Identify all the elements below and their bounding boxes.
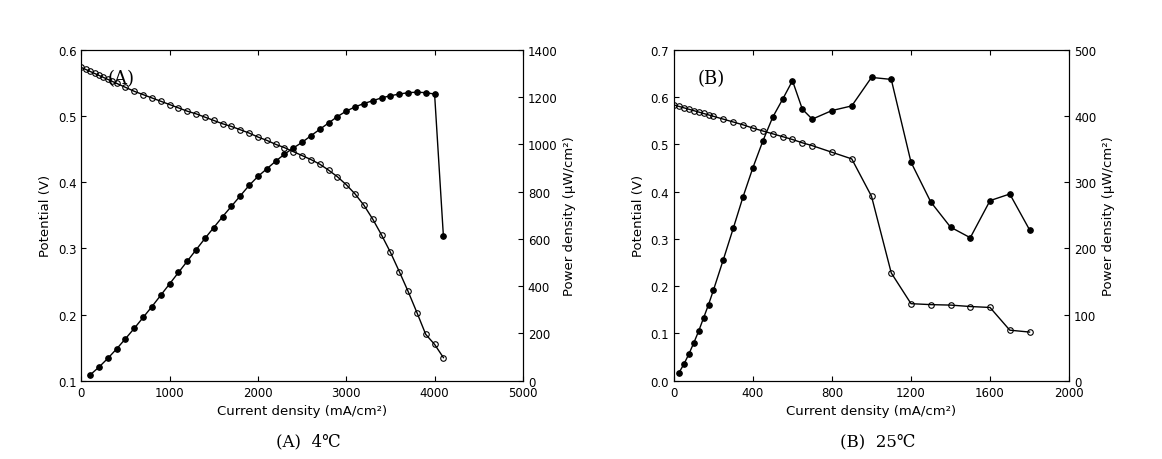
- X-axis label: Current density (mA/cm²): Current density (mA/cm²): [217, 404, 387, 417]
- Y-axis label: Power density (μW/cm²): Power density (μW/cm²): [1102, 136, 1114, 296]
- Text: (A): (A): [108, 70, 135, 88]
- X-axis label: Current density (mA/cm²): Current density (mA/cm²): [787, 404, 956, 417]
- Text: (B)  25℃: (B) 25℃: [840, 432, 914, 449]
- Text: (A)  4℃: (A) 4℃: [275, 432, 340, 449]
- Y-axis label: Potential (V): Potential (V): [40, 175, 52, 257]
- Y-axis label: Potential (V): Potential (V): [632, 175, 645, 257]
- Y-axis label: Power density (μW/cm²): Power density (μW/cm²): [564, 136, 576, 296]
- Text: (B): (B): [697, 70, 725, 88]
